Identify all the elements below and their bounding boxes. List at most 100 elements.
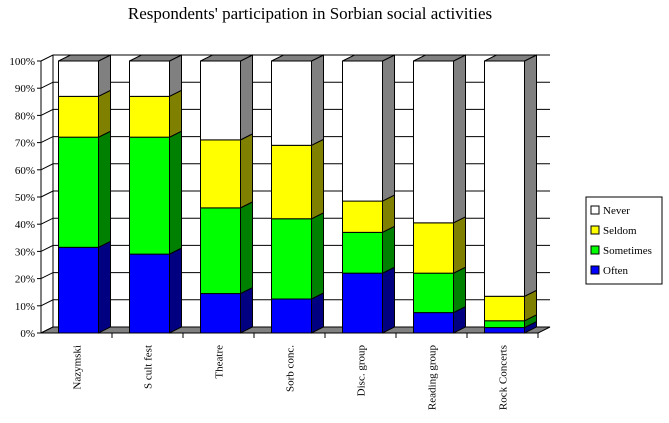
- bar-side: [524, 54, 537, 298]
- bar-segment-never: [342, 54, 395, 202]
- bar-front: [129, 95, 170, 138]
- y-tick-label: 100%: [9, 56, 35, 68]
- x-category-label: Sorb conc.: [285, 345, 297, 392]
- bar-front: [200, 207, 241, 295]
- bar-segment-often: [271, 292, 324, 334]
- bar-side: [453, 266, 466, 314]
- bar-segment-often: [129, 247, 182, 334]
- bar-front: [484, 327, 525, 334]
- bar-side: [169, 247, 182, 334]
- bar-side: [311, 292, 324, 334]
- bar-side: [382, 225, 395, 274]
- bar-front: [58, 136, 99, 248]
- bar-front: [271, 60, 312, 146]
- x-category-label: Rock Concerts: [498, 345, 510, 410]
- bar-front: [342, 60, 383, 202]
- bar-side: [169, 89, 182, 138]
- bar-segment-seldom: [200, 133, 253, 209]
- y-tick-label: 30%: [15, 246, 35, 258]
- y-tick-label: 10%: [15, 301, 35, 313]
- legend-swatch-never: [590, 205, 600, 215]
- bar-front: [271, 218, 312, 300]
- bar-segment-often: [58, 240, 111, 334]
- y-tick-label: 90%: [15, 83, 35, 95]
- bar-segment-seldom: [129, 89, 182, 138]
- chart-title: Respondents' participation in Sorbian so…: [127, 4, 493, 23]
- bar-front: [413, 222, 454, 274]
- bar-segment-sometimes: [129, 130, 182, 255]
- y-tick-label: 60%: [15, 165, 35, 177]
- bar-segment-never: [58, 54, 111, 98]
- y-tick-label: 40%: [15, 219, 35, 231]
- bar-segment-seldom: [342, 194, 395, 234]
- bar-side: [169, 130, 182, 255]
- bar-segment-never: [129, 54, 182, 98]
- x-category-label: Disc. group: [356, 345, 368, 397]
- bar-segment-never: [484, 54, 537, 298]
- legend-label-never: Never: [603, 205, 630, 217]
- bar-side: [453, 54, 466, 224]
- x-category-label: Theatre: [214, 345, 226, 379]
- bar-front: [200, 139, 241, 209]
- bar-segment-often: [200, 286, 253, 334]
- bar-top: [342, 54, 395, 62]
- bar-side: [98, 89, 111, 138]
- bar-segment-seldom: [413, 216, 466, 274]
- legend-swatch-often: [590, 265, 600, 275]
- bar-side: [98, 54, 111, 98]
- bar-segment-never: [413, 54, 466, 224]
- bar-front: [129, 253, 170, 334]
- bar-front: [342, 200, 383, 233]
- bar-front: [200, 293, 241, 334]
- legend-label-seldom: Seldom: [603, 225, 637, 237]
- bar-top: [200, 54, 253, 62]
- bar-side: [240, 201, 253, 295]
- bar-side: [98, 130, 111, 249]
- bar-segment-never: [200, 54, 253, 141]
- bar-side: [382, 266, 395, 334]
- bar-front: [129, 136, 170, 255]
- x-category-label: S cult fest: [143, 345, 155, 389]
- bar-side: [169, 54, 182, 98]
- bar-front: [413, 60, 454, 224]
- bar-front: [413, 272, 454, 314]
- bar-front: [484, 295, 525, 322]
- bar-front: [200, 60, 241, 141]
- y-tick-label: 80%: [15, 110, 35, 122]
- y-tick-label: 50%: [15, 192, 35, 204]
- bar-side: [240, 133, 253, 209]
- bar-side: [311, 138, 324, 220]
- bar-front: [413, 312, 454, 334]
- bar-top: [413, 54, 466, 62]
- bar-side: [98, 240, 111, 334]
- bar-segment-sometimes: [200, 201, 253, 295]
- legend-swatch-sometimes: [590, 245, 600, 255]
- bar-front: [129, 60, 170, 97]
- bar-front: [342, 231, 383, 274]
- bar-front: [271, 144, 312, 220]
- legend-label-sometimes: Sometimes: [603, 245, 652, 257]
- bar-segment-often: [413, 305, 466, 334]
- bar-side: [311, 54, 324, 147]
- x-category-label: Reading group: [427, 345, 439, 411]
- bar-top: [129, 54, 182, 62]
- bar-segment-seldom: [484, 289, 537, 322]
- bar-top: [58, 54, 111, 62]
- bar-side: [240, 54, 253, 141]
- bar-side: [311, 211, 324, 300]
- bar-front: [342, 272, 383, 334]
- bar-side: [453, 216, 466, 274]
- legend-label-often: Often: [603, 265, 629, 277]
- bar-segment-seldom: [58, 89, 111, 138]
- x-category-label: Nazymski: [72, 345, 84, 390]
- bar-segment-often: [342, 266, 395, 334]
- bar-front: [271, 298, 312, 334]
- bar-front: [58, 95, 99, 138]
- bar-segment-sometimes: [342, 225, 395, 274]
- bar-top: [484, 54, 537, 62]
- y-tick-label: 70%: [15, 138, 35, 150]
- bar-top: [271, 54, 324, 62]
- bar-segment-sometimes: [58, 130, 111, 249]
- bar-side: [240, 286, 253, 334]
